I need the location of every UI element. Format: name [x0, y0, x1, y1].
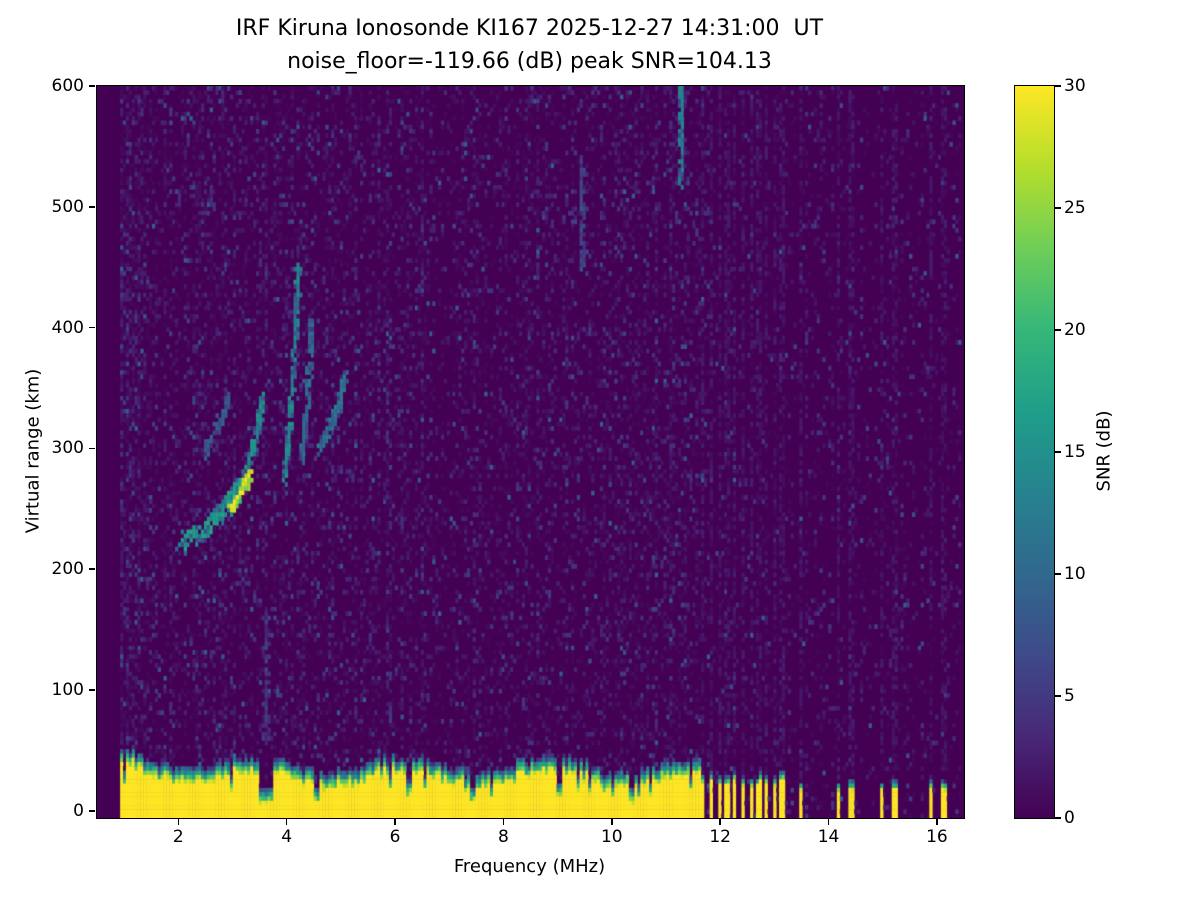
colorbar-tick-mark	[1055, 695, 1061, 697]
colorbar-gradient	[1014, 85, 1055, 819]
colorbar-tick-label: 0	[1064, 808, 1075, 828]
y-tick-label: 400	[51, 317, 84, 338]
colorbar-tick-mark	[1055, 573, 1061, 575]
colorbar-tick-mark	[1055, 451, 1061, 453]
x-tick-label: 8	[497, 827, 509, 847]
ionogram-heatmap-canvas	[97, 86, 964, 818]
colorbar-tick-label: 5	[1064, 686, 1075, 706]
colorbar-tick-label: 15	[1064, 442, 1086, 462]
colorbar-tick-mark	[1055, 207, 1061, 209]
x-tick-mark	[502, 819, 505, 825]
chart-title: IRF Kiruna Ionosonde KI167 2025-12-27 14…	[235, 16, 824, 41]
y-tick-label: 200	[51, 559, 84, 580]
y-tick-mark	[89, 689, 95, 691]
y-tick-mark	[89, 568, 95, 570]
colorbar-tick-label: 10	[1064, 564, 1086, 584]
colorbar-tick-mark	[1055, 817, 1061, 819]
colorbar-tick-label: 25	[1064, 198, 1086, 218]
y-tick-mark	[89, 447, 95, 450]
x-tick-mark	[285, 819, 288, 825]
x-tick-label: 14	[817, 827, 840, 847]
colorbar-tick-mark	[1055, 85, 1061, 87]
y-tick-label: 600	[51, 76, 84, 96]
y-tick-mark	[89, 206, 95, 208]
y-tick-label: 0	[73, 800, 84, 821]
colorbar-label: SNR (dB)	[1093, 410, 1115, 492]
x-tick-label: 10	[600, 827, 623, 847]
x-tick-mark	[611, 819, 613, 825]
x-tick-label: 4	[281, 827, 293, 847]
x-tick-label: 2	[172, 827, 184, 847]
x-tick-mark	[719, 819, 721, 825]
colorbar-tick-label: 30	[1064, 76, 1086, 96]
x-tick-label: 16	[926, 827, 948, 847]
plot-area	[96, 85, 965, 819]
x-axis-label: Frequency (MHz)	[453, 856, 606, 877]
y-tick-label: 500	[51, 196, 84, 217]
colorbar-tick-label: 20	[1064, 320, 1086, 340]
x-tick-label: 6	[389, 827, 401, 847]
x-tick-mark	[827, 819, 830, 825]
y-tick-label: 300	[51, 438, 84, 459]
x-tick-mark	[177, 819, 180, 825]
x-tick-label: 12	[709, 827, 731, 847]
x-tick-mark	[394, 819, 396, 825]
chart-subtitle: noise_floor=-119.66 (dB) peak SNR=104.13	[287, 49, 772, 74]
y-tick-mark	[89, 85, 95, 87]
colorbar-tick-mark	[1055, 329, 1061, 331]
x-tick-mark	[936, 819, 938, 825]
y-tick-mark	[89, 810, 95, 812]
y-tick-mark	[89, 326, 95, 329]
y-tick-label: 100	[51, 679, 84, 700]
